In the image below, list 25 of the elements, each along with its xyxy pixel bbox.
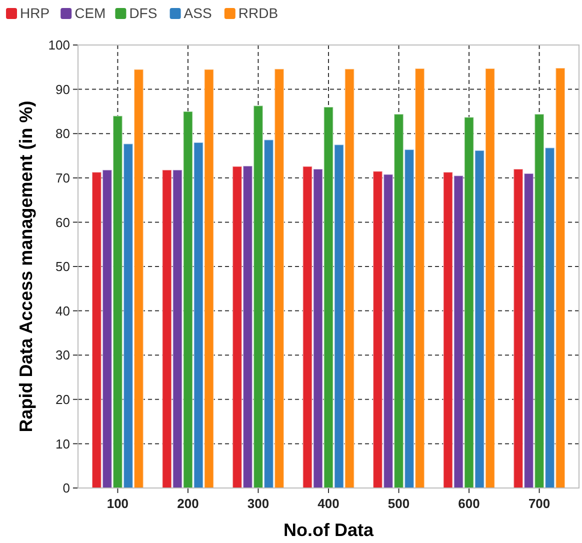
y-tick-label: 100 xyxy=(48,38,70,53)
x-tick-label: 100 xyxy=(106,496,129,511)
y-tick-label: 40 xyxy=(56,303,70,318)
x-tick-label: 300 xyxy=(247,496,270,511)
legend-label: RRDB xyxy=(238,5,278,21)
x-tick-label: 600 xyxy=(458,496,480,511)
y-tick-label: 70 xyxy=(56,170,70,186)
x-axis-title: No.of Data xyxy=(284,520,374,540)
y-tick-label: 90 xyxy=(56,82,70,97)
legend-label: ASS xyxy=(184,5,212,21)
legend-label: HRP xyxy=(20,5,50,21)
y-tick-label: 80 xyxy=(56,126,70,142)
x-tick-label: 200 xyxy=(177,496,199,511)
y-axis-title: Rapid Data Access management (in %) xyxy=(16,100,36,432)
legend-label: DFS xyxy=(129,5,158,21)
y-tick-label: 20 xyxy=(56,392,70,407)
y-tick-label: 60 xyxy=(56,214,70,230)
y-tick-label: 0 xyxy=(62,480,70,496)
x-tick-label: 500 xyxy=(388,496,410,511)
legend-label: CEM xyxy=(74,5,106,21)
y-tick-label: 30 xyxy=(56,348,70,363)
x-tick-label: 400 xyxy=(318,496,340,511)
x-tick-label: 700 xyxy=(528,496,550,511)
y-tick-label: 10 xyxy=(56,436,70,452)
y-tick-label: 50 xyxy=(56,259,70,274)
